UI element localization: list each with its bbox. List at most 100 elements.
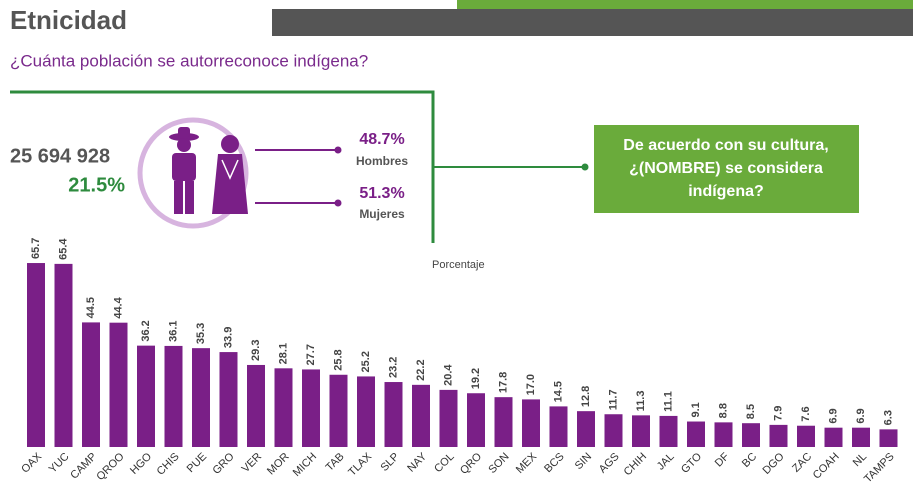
value-label: 29.3 bbox=[250, 340, 262, 361]
value-label: 25.2 bbox=[360, 351, 372, 372]
value-label: 22.2 bbox=[415, 359, 427, 380]
bar bbox=[797, 425, 815, 447]
connector-dot bbox=[334, 146, 342, 154]
value-label: 11.1 bbox=[662, 391, 674, 412]
x-tick-label: QROO bbox=[94, 450, 127, 483]
value-label: 35.3 bbox=[195, 323, 207, 344]
bar bbox=[577, 411, 595, 447]
group-label: Mujeres bbox=[359, 207, 405, 221]
value-label: 11.7 bbox=[607, 389, 619, 410]
bar bbox=[769, 424, 788, 447]
group-label: Hombres bbox=[356, 154, 408, 168]
value-label: 23.2 bbox=[387, 357, 399, 378]
bar bbox=[494, 397, 513, 447]
value-label: 11.3 bbox=[635, 391, 647, 412]
bar bbox=[54, 263, 73, 447]
bar bbox=[274, 368, 293, 447]
bar bbox=[137, 345, 155, 447]
value-label: 19.2 bbox=[470, 368, 482, 389]
x-tick-label: CHIH bbox=[622, 451, 650, 479]
x-tick-label: COAH bbox=[811, 451, 842, 482]
connector-dot bbox=[334, 199, 342, 207]
x-tick-label: SIN bbox=[573, 451, 594, 472]
x-tick-label: DF bbox=[713, 450, 732, 469]
bar bbox=[879, 429, 898, 447]
x-tick-label: MOR bbox=[265, 451, 292, 478]
x-tick-label: HGO bbox=[128, 450, 155, 477]
x-tick-label: DGO bbox=[760, 450, 787, 477]
value-label: 17.0 bbox=[525, 374, 537, 395]
value-label: 36.2 bbox=[140, 320, 152, 341]
bar bbox=[302, 369, 320, 447]
x-tick-label: SLP bbox=[378, 451, 401, 474]
header-strip bbox=[457, 0, 913, 9]
bar bbox=[82, 322, 100, 447]
value-label: 65.7 bbox=[30, 238, 42, 259]
value-label: 17.8 bbox=[497, 372, 509, 393]
x-tick-label: VER bbox=[240, 451, 265, 476]
x-tick-label: BCS bbox=[542, 451, 566, 475]
bar bbox=[824, 427, 843, 447]
share: 21.5% bbox=[68, 174, 125, 196]
x-tick-label: SON bbox=[486, 451, 511, 476]
x-tick-label: NAY bbox=[405, 450, 429, 474]
bar bbox=[439, 389, 458, 447]
question-line: De acuerdo con su cultura, bbox=[623, 137, 828, 154]
header-bar bbox=[272, 9, 913, 36]
x-tick-label: GTO bbox=[679, 450, 705, 476]
x-tick-label: CAMP bbox=[68, 451, 99, 482]
x-tick-label: TAB bbox=[324, 451, 347, 474]
x-tick-label: AGS bbox=[597, 451, 622, 476]
value-label: 8.5 bbox=[745, 404, 757, 419]
connector-dot bbox=[581, 163, 589, 171]
x-tick-label: GRO bbox=[210, 450, 237, 477]
bar bbox=[384, 382, 403, 447]
question-box bbox=[594, 125, 859, 213]
x-tick-label: ZAC bbox=[790, 451, 814, 475]
question-line: indígena? bbox=[688, 183, 764, 200]
bar bbox=[632, 415, 650, 447]
population: 25 694 928 bbox=[10, 145, 110, 167]
bar bbox=[192, 348, 210, 447]
bar bbox=[604, 414, 623, 447]
value-label: 7.6 bbox=[800, 406, 812, 421]
value-label: 28.1 bbox=[277, 343, 289, 364]
bar bbox=[329, 374, 348, 447]
x-tick-label: JAL bbox=[655, 451, 677, 473]
bar bbox=[27, 263, 45, 447]
group-value: 51.3% bbox=[359, 185, 404, 202]
value-label: 44.5 bbox=[85, 297, 97, 318]
x-tick-label: BC bbox=[740, 451, 759, 470]
value-label: 27.7 bbox=[305, 344, 317, 365]
x-tick-label: CHIS bbox=[155, 451, 182, 478]
bar bbox=[549, 406, 568, 447]
value-label: 6.3 bbox=[882, 410, 894, 425]
value-label: 7.9 bbox=[772, 406, 784, 421]
x-tick-label: TAMPS bbox=[862, 451, 897, 486]
bar bbox=[412, 384, 430, 447]
value-label: 9.1 bbox=[690, 402, 702, 417]
bar bbox=[742, 423, 760, 447]
bar bbox=[109, 322, 128, 447]
man-icon bbox=[169, 127, 199, 214]
value-label: 8.8 bbox=[717, 403, 729, 418]
x-tick-label: QRO bbox=[458, 450, 485, 477]
question-line: ¿(NOMBRE) se considera bbox=[629, 160, 823, 177]
value-label: 33.9 bbox=[222, 327, 234, 348]
value-label: 6.9 bbox=[855, 408, 867, 423]
bar bbox=[687, 421, 705, 447]
x-tick-label: NL bbox=[851, 451, 869, 469]
bar bbox=[247, 364, 265, 447]
value-label: 6.9 bbox=[827, 408, 839, 423]
x-tick-label: MICH bbox=[291, 451, 319, 479]
bar bbox=[714, 422, 733, 447]
bar bbox=[219, 352, 238, 447]
x-tick-label: OAX bbox=[19, 450, 44, 475]
value-label: 14.5 bbox=[552, 381, 564, 402]
x-tick-label: MEX bbox=[514, 450, 540, 476]
value-label: 36.1 bbox=[167, 320, 179, 341]
x-tick-label: TLAX bbox=[346, 450, 374, 478]
bar bbox=[852, 427, 870, 447]
value-label: 25.8 bbox=[332, 349, 344, 370]
